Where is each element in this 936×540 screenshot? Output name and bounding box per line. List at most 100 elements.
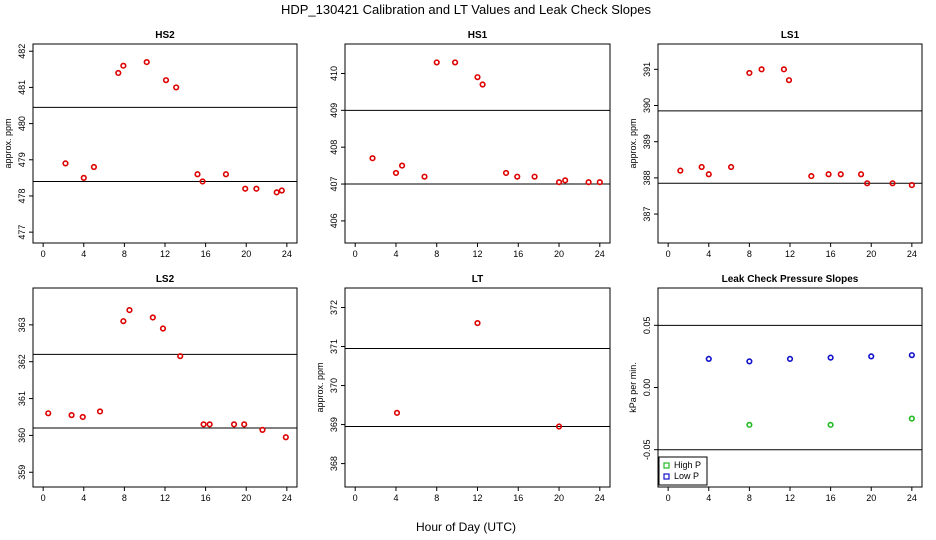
panel-ls2: LS2 0 4 8 12 16 20 24 359 360 361 362 363 [17, 274, 298, 503]
data-point [808, 172, 815, 180]
data-point [827, 421, 834, 428]
x-tick-label: 4 [393, 249, 398, 259]
panel-hs1: HS1 0 4 8 12 16 20 24 406 407 408 409 410 [329, 30, 611, 259]
x-tick-label: 20 [241, 249, 251, 259]
x-tick-label: 12 [785, 493, 795, 503]
y-tick-label: 371 [329, 339, 339, 354]
y-tick-label: 369 [329, 417, 339, 432]
y-tick-label: 410 [329, 66, 339, 81]
y-tick-label: 361 [17, 391, 27, 406]
x-tick-label: 16 [201, 249, 211, 259]
data-point [393, 409, 401, 416]
y-tick-label: 409 [329, 103, 339, 118]
x-tick-label: 0 [41, 249, 46, 259]
data-point [159, 325, 167, 332]
x-tick-label: 0 [353, 249, 358, 259]
y-tick-label: 389 [642, 134, 652, 149]
panel-title: LS1 [781, 30, 800, 41]
x-tick-label: 8 [434, 493, 439, 503]
data-point [68, 412, 75, 419]
x-tick-label: 12 [472, 493, 482, 503]
x-tick-label: 24 [595, 493, 605, 503]
data-point [230, 421, 238, 428]
y-tick-label: 478 [17, 188, 27, 203]
y-tick-label: 408 [329, 140, 339, 155]
data-point [889, 180, 896, 187]
data-point [222, 171, 230, 178]
x-tick-label: 0 [666, 493, 671, 503]
data-point [746, 358, 753, 365]
data-point [868, 353, 875, 360]
x-tick-label: 4 [706, 493, 711, 503]
data-point [421, 173, 428, 180]
x-tick-label: 16 [826, 249, 836, 259]
x-tick-label: 0 [353, 493, 358, 503]
data-point [827, 354, 834, 361]
panel-title: HS1 [468, 30, 488, 41]
data-point [149, 314, 156, 321]
y-tick-label: 479 [17, 152, 27, 167]
x-tick-label: 20 [241, 493, 251, 503]
figure-xlabel: Hour of Day (UTC) [416, 520, 516, 534]
x-tick-label: 24 [907, 493, 917, 503]
x-tick-label: 4 [393, 493, 398, 503]
x-tick-label: 12 [472, 249, 482, 259]
y-axis-label: kPa per min. [628, 362, 638, 413]
x-tick-label: 20 [554, 493, 564, 503]
panel-title: LT [472, 274, 483, 285]
data-point [864, 180, 871, 187]
data-point [825, 171, 832, 178]
data-point [206, 421, 213, 428]
data-point [780, 66, 788, 73]
x-tick-label: 16 [513, 249, 523, 259]
data-point [758, 66, 765, 73]
data-point [79, 413, 86, 421]
data-point [746, 421, 753, 428]
x-tick-label: 16 [513, 493, 523, 503]
data-point [837, 171, 844, 178]
data-point [531, 173, 538, 180]
data-point [241, 421, 248, 428]
data-point [120, 318, 127, 325]
data-point [786, 355, 794, 362]
x-tick-label: 20 [554, 249, 564, 259]
x-tick-label: 16 [826, 493, 836, 503]
data-point [728, 163, 735, 171]
x-tick-label: 24 [282, 249, 292, 259]
data-point [273, 189, 280, 196]
y-tick-label: 0.00 [642, 379, 652, 397]
y-tick-label: 477 [17, 225, 27, 240]
data-point [857, 171, 865, 178]
legend-label: Low P [674, 471, 699, 481]
data-point [278, 187, 285, 194]
x-tick-label: 8 [122, 249, 127, 259]
legend-swatch [663, 462, 670, 469]
y-tick-label: 406 [329, 213, 339, 228]
data-point [785, 77, 793, 84]
x-tick-label: 4 [81, 249, 86, 259]
y-tick-label: 407 [329, 177, 339, 192]
y-tick-label: 388 [642, 170, 652, 185]
panel-title: Leak Check Pressure Slopes [722, 274, 859, 285]
data-point [502, 169, 510, 177]
data-point [45, 410, 52, 417]
panel-ls1: LS1 approx. ppm 0 4 8 12 16 20 24 387 388 389 390 391 [628, 30, 923, 259]
plot-frame [32, 43, 298, 244]
x-tick-label: 12 [160, 249, 170, 259]
y-tick-label: 0.05 [642, 317, 652, 335]
y-tick-label: 359 [17, 465, 27, 480]
data-point [126, 307, 133, 314]
x-tick-label: 16 [201, 493, 211, 503]
y-tick-label: -0.05 [642, 439, 652, 460]
legend-label: High P [674, 460, 701, 470]
y-tick-label: 481 [17, 80, 27, 95]
data-point [143, 58, 150, 66]
data-point [514, 173, 521, 180]
data-point [96, 408, 104, 415]
x-tick-label: 24 [907, 249, 917, 259]
y-tick-label: 480 [17, 116, 27, 131]
data-point [62, 160, 69, 167]
data-point [433, 59, 440, 66]
data-point [282, 434, 289, 441]
